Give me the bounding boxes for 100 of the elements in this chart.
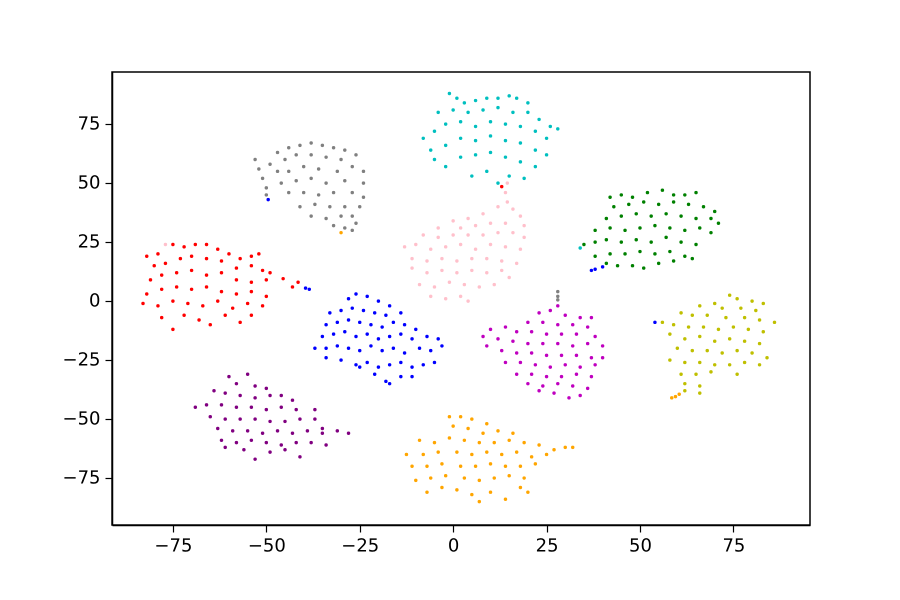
point <box>574 354 578 358</box>
point <box>534 363 538 367</box>
point <box>339 158 343 162</box>
point <box>506 200 510 204</box>
point <box>458 226 462 230</box>
point <box>586 342 590 346</box>
point <box>444 245 448 249</box>
point <box>220 259 224 263</box>
point <box>238 394 242 398</box>
point <box>488 134 492 138</box>
point <box>660 320 664 324</box>
point <box>574 332 578 336</box>
point <box>309 153 313 157</box>
point <box>709 370 713 374</box>
point <box>174 271 178 275</box>
point <box>346 431 350 435</box>
point <box>313 202 317 206</box>
point <box>504 360 508 364</box>
point <box>590 356 594 360</box>
point <box>339 214 343 218</box>
point <box>672 193 676 197</box>
point <box>676 346 680 350</box>
point <box>672 200 676 204</box>
point <box>182 314 186 317</box>
point <box>238 417 242 421</box>
point <box>294 440 298 444</box>
point <box>290 431 294 435</box>
point <box>432 158 436 162</box>
point <box>197 318 201 322</box>
point <box>702 325 706 329</box>
y-tick-label: −75 <box>62 468 100 489</box>
point <box>560 332 564 336</box>
point <box>276 170 280 174</box>
point <box>436 226 440 230</box>
point <box>530 372 534 376</box>
point <box>455 259 459 263</box>
point <box>712 339 716 343</box>
point <box>560 374 564 378</box>
point <box>444 164 448 168</box>
point <box>522 236 526 240</box>
point <box>694 372 698 376</box>
point <box>578 316 582 320</box>
point <box>280 406 283 409</box>
point <box>638 250 642 254</box>
point <box>634 238 638 242</box>
y-tick-label: 75 <box>78 114 100 135</box>
point <box>518 247 522 251</box>
point <box>765 356 769 360</box>
point <box>690 314 694 317</box>
point <box>425 259 429 263</box>
point <box>511 110 515 114</box>
point <box>268 271 272 275</box>
point <box>208 414 212 418</box>
point <box>739 306 743 310</box>
point <box>350 190 354 194</box>
point <box>664 212 668 216</box>
point <box>287 146 290 150</box>
point <box>758 342 762 346</box>
point <box>250 314 254 317</box>
point <box>182 245 186 249</box>
point <box>556 342 560 346</box>
point <box>253 396 257 400</box>
point <box>656 202 660 206</box>
point <box>429 247 432 251</box>
point <box>548 124 552 128</box>
point <box>320 426 324 430</box>
point <box>358 204 362 208</box>
point <box>316 193 320 197</box>
point <box>514 351 518 355</box>
point <box>653 252 657 256</box>
point <box>294 153 298 157</box>
point <box>507 276 511 280</box>
point <box>600 356 604 360</box>
point <box>724 316 728 320</box>
point <box>679 214 683 218</box>
point <box>772 320 776 324</box>
point <box>742 339 746 343</box>
point <box>290 285 294 289</box>
point <box>698 391 702 395</box>
point <box>336 170 340 174</box>
point <box>294 179 298 182</box>
point <box>250 254 254 258</box>
point <box>660 188 664 192</box>
point <box>496 337 500 341</box>
point <box>578 246 582 250</box>
x-tick-label: 75 <box>722 536 746 556</box>
point <box>280 181 283 185</box>
point <box>220 403 224 407</box>
point <box>201 304 205 308</box>
point <box>242 448 246 452</box>
point <box>642 200 646 204</box>
point <box>556 290 560 294</box>
point <box>410 266 414 270</box>
point <box>260 431 264 435</box>
point <box>296 280 300 284</box>
point <box>668 332 672 336</box>
point <box>268 394 272 398</box>
point <box>544 153 548 157</box>
point <box>623 228 627 232</box>
point <box>548 365 552 369</box>
